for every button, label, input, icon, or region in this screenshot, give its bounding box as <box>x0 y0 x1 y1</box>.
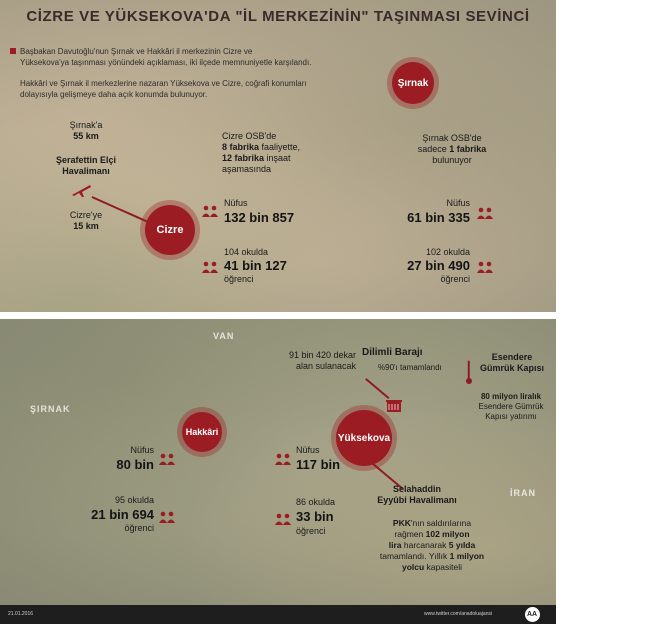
customs-gate-name: Esendere Gümrük Kapısı <box>479 352 544 373</box>
population-icon <box>158 452 176 465</box>
students-icon <box>158 510 176 523</box>
map-label-sirnak: ŞIRNAK <box>30 404 71 414</box>
panel-divider <box>0 312 556 319</box>
airport-name-selahaddin-eyyubi: Selahaddin Eyyûbi Havalimanı <box>377 484 457 505</box>
hakkari-marker: Hakkâri <box>182 412 222 452</box>
aa-logo-mark: AA <box>524 607 540 622</box>
dam-icon <box>386 398 402 412</box>
hakkari-student-label: öğrenci <box>124 523 154 533</box>
top-map-panel <box>0 0 556 312</box>
cizre-population-value: 132 bin 857 <box>224 210 295 225</box>
infographic: CİZRE VE YÜKSEKOVA'DA "İL MERKEZİNİN" TA… <box>0 0 556 624</box>
map-label-iran: İRAN <box>510 488 536 498</box>
page-title: CİZRE VE YÜKSEKOVA'DA "İL MERKEZİNİN" TA… <box>26 8 530 25</box>
airport-distance-cizre: Cizre'ye 15 km <box>69 210 103 231</box>
customs-investment: 80 milyon liralık Esendere Gümrük Kapısı… <box>478 392 544 421</box>
sirnak-student-value: 27 bin 490 <box>407 258 470 273</box>
customs-location-dot <box>466 378 472 384</box>
students-icon <box>274 512 292 525</box>
yuksekova-marker: Yüksekova <box>336 410 392 466</box>
intro-paragraph-2: Hakkâri ve Şırnak il merkezlerine nazara… <box>20 79 307 99</box>
cizre-student-label: öğrenci <box>224 274 254 284</box>
hakkari-population-label: Nüfus <box>130 445 154 455</box>
dam-name: Dilimli Barajı <box>362 347 423 358</box>
cizre-marker: Cizre <box>145 205 195 255</box>
cizre-osb-info: Cizre OSB'de 8 fabrika faaliyette, 12 fa… <box>222 131 301 174</box>
hakkari-student-value: 21 bin 694 <box>91 507 154 522</box>
population-icon <box>274 452 292 465</box>
anadolu-agency-logo: AA <box>516 606 548 623</box>
cizre-school-count: 104 okulda <box>224 247 269 257</box>
yuksekova-school-count: 86 okulda <box>296 497 336 507</box>
cizre-student-value: 41 bin 127 <box>224 258 287 273</box>
dam-status: %90'ı tamamlandı <box>378 363 442 372</box>
sirnak-osb-info: Şırnak OSB'de sadece 1 fabrika bulunuyor <box>417 133 487 165</box>
intro-paragraph-1: Başbakan Davutoğlu'nun Şırnak ve Hakkâri… <box>20 47 312 67</box>
bullet-square-icon <box>10 48 16 54</box>
sirnak-school-count: 102 okulda <box>425 247 470 257</box>
students-icon <box>201 260 219 273</box>
yuksekova-student-label: öğrenci <box>296 526 326 536</box>
sirnak-marker: Şırnak <box>392 62 434 104</box>
bottom-map-panel <box>0 319 556 605</box>
students-icon <box>476 260 494 273</box>
hakkari-population-value: 80 bin <box>116 457 154 472</box>
sirnak-population-value: 61 bin 335 <box>407 210 470 225</box>
airport-construction-info: PKK'nın saldırılarına rağmen 102 milyon … <box>379 518 485 572</box>
sirnak-student-label: öğrenci <box>440 274 470 284</box>
yuksekova-population-label: Nüfus <box>296 445 320 455</box>
footer-twitter-handle[interactable]: www.twitter.com/anadoluajansi <box>424 611 493 617</box>
population-icon <box>201 204 219 217</box>
cizre-population-label: Nüfus <box>224 198 248 208</box>
hakkari-school-count: 95 okulda <box>114 495 154 505</box>
yuksekova-student-value: 33 bin <box>296 509 334 524</box>
airport-name-serafettin-elci: Şerafettin Elçi Havalimanı <box>55 155 117 176</box>
airplane-icon <box>70 182 92 198</box>
population-icon <box>476 206 494 219</box>
sirnak-population-label: Nüfus <box>446 198 470 208</box>
map-label-van: VAN <box>213 331 235 341</box>
footer-date: 21.01.2016 <box>8 611 34 617</box>
dam-irrigation-area: 91 bin 420 dekar alan sulanacak <box>288 350 356 371</box>
yuksekova-population-value: 117 bin <box>296 457 341 472</box>
footer-bar <box>0 605 556 624</box>
airport-distance-sirnak: Şırnak'a 55 km <box>69 120 103 141</box>
